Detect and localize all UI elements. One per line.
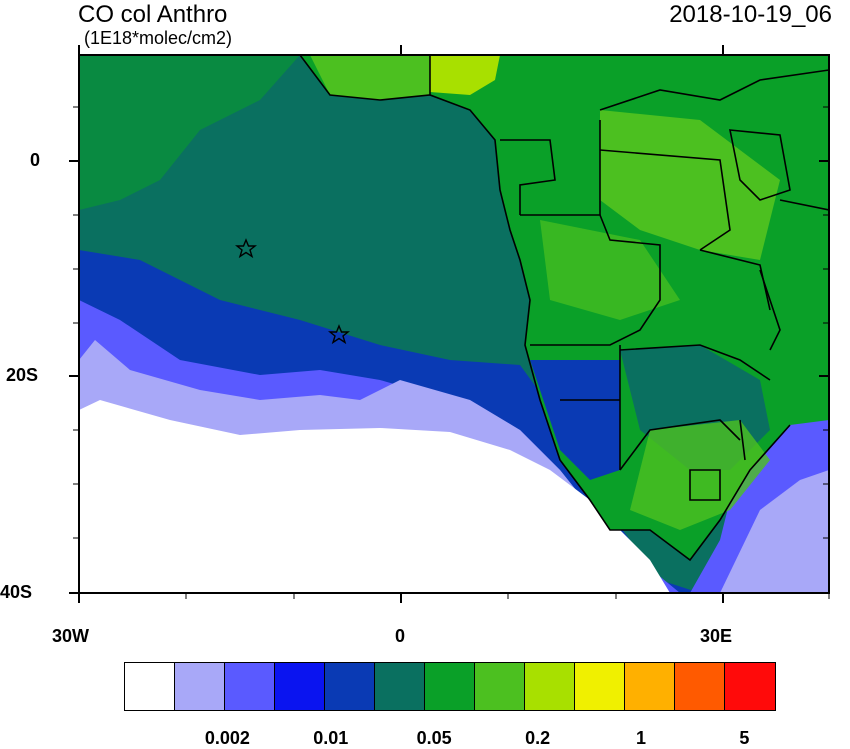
colorbar-swatch xyxy=(475,663,525,710)
land-central-africa xyxy=(600,110,780,260)
colorbar-swatch xyxy=(375,663,425,710)
colorbar-swatch xyxy=(575,663,625,710)
map-title: CO col Anthro xyxy=(78,1,228,28)
land-namibia xyxy=(530,360,620,480)
lat-tick-0: 0 xyxy=(30,150,41,170)
star-marker-2 xyxy=(328,324,350,345)
map-frame xyxy=(78,54,830,594)
colorbar-swatch xyxy=(325,663,375,710)
colorbar-swatch xyxy=(425,663,475,710)
colorbar-swatch xyxy=(125,663,175,710)
colorbar-swatch xyxy=(525,663,575,710)
lon-tick-30w: 30W xyxy=(52,626,90,646)
colorbar-label: 0.002 xyxy=(204,728,250,748)
land-south-africa xyxy=(630,420,770,530)
field-clean-air xyxy=(79,400,670,593)
valid-time: 2018-10-19_06 xyxy=(669,1,832,28)
lat-tick-20s: 20S xyxy=(6,365,39,385)
colorbar-swatch xyxy=(675,663,725,710)
field-indian-ocean-light xyxy=(720,470,829,593)
star-marker-1 xyxy=(235,238,257,259)
lat-tick-40s: 40S xyxy=(0,582,33,602)
colorbar-label: 1 xyxy=(635,728,647,748)
colorbar-swatch xyxy=(625,663,675,710)
map-field xyxy=(79,55,829,593)
colorbar-label: 0.2 xyxy=(525,728,551,748)
lon-tick-0: 0 xyxy=(395,626,406,646)
colorbar-label: 5 xyxy=(739,728,750,748)
lon-tick-30e: 30E xyxy=(700,626,733,646)
land-west-africa xyxy=(310,55,430,100)
axis-ticks xyxy=(69,45,829,603)
land-angola xyxy=(540,220,680,320)
field-north-atlantic xyxy=(79,55,300,210)
colorbar-swatch xyxy=(225,663,275,710)
colorbar-swatch xyxy=(725,663,775,710)
colorbar-label: 0.01 xyxy=(313,728,349,748)
minor-ticks xyxy=(73,106,830,599)
colorbar-swatch xyxy=(175,663,225,710)
land-nigeria xyxy=(430,55,500,95)
colorbar xyxy=(124,662,776,711)
map-units: (1E18*molec/cm2) xyxy=(84,28,233,48)
country-borders xyxy=(299,55,829,562)
colorbar-label: 0.05 xyxy=(416,728,452,748)
colorbar-swatch xyxy=(275,663,325,710)
